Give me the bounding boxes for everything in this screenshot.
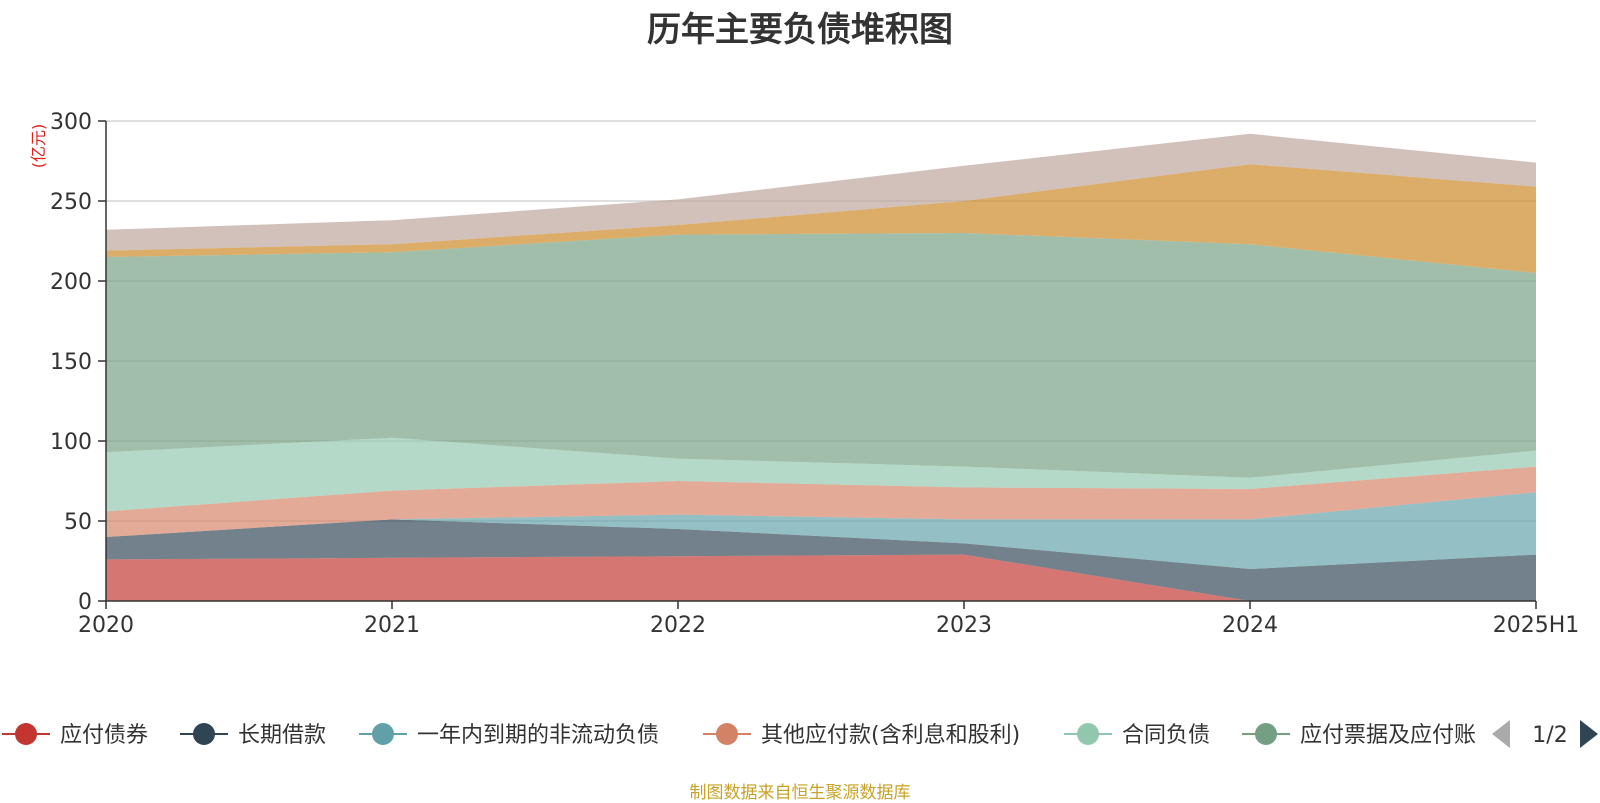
legend[interactable]: 应付债券 长期借款 一年内到期的非流动负债 其他应付款(含利息和股利) 合同负债 应付票据…: [2, 720, 1598, 748]
y-axis-label: (亿元): [29, 124, 48, 169]
x-tick-label: 2022: [650, 613, 706, 638]
legend-label: 合同负债: [1122, 723, 1210, 748]
area-series-2: [106, 492, 1536, 569]
chart-title: 历年主要负债堆积图: [647, 10, 953, 50]
legend-marker-icon: [193, 723, 215, 745]
legend-marker-icon: [1255, 723, 1277, 745]
legend-item[interactable]: 应付票据及应付账: [1242, 723, 1476, 748]
y-tick-label: 50: [64, 510, 92, 535]
source-note: 制图数据来自恒生聚源数据库: [689, 783, 911, 803]
area-series-1: [106, 519, 1536, 601]
legend-marker-icon: [716, 723, 738, 745]
legend-page-indicator: 1/2: [1532, 723, 1567, 748]
x-tick-label: 2024: [1222, 613, 1278, 638]
y-tick-label: 100: [50, 430, 92, 455]
y-tick-label: 200: [50, 270, 92, 295]
area-series-7: [106, 133, 1536, 251]
x-tick-label: 2025H1: [1493, 613, 1580, 638]
legend-label: 长期借款: [238, 723, 326, 748]
area-series: [106, 133, 1536, 601]
area-series-6: [106, 164, 1536, 273]
area-series-5: [106, 233, 1536, 478]
legend-item[interactable]: 长期借款: [180, 723, 326, 748]
legend-item[interactable]: 一年内到期的非流动负债: [359, 723, 659, 748]
legend-marker-icon: [1077, 723, 1099, 745]
x-tick-label: 2020: [78, 613, 134, 638]
area-series-4: [106, 437, 1536, 512]
legend-label: 应付债券: [60, 723, 148, 748]
legend-item[interactable]: 应付债券: [2, 723, 148, 748]
x-tick-label: 2023: [936, 613, 992, 638]
area-series-3: [106, 466, 1536, 537]
y-tick-label: 150: [50, 350, 92, 375]
axes: 0 50 100 150 200 250 300 2020 2021 2022 2023 2024 20…: [29, 110, 1579, 638]
legend-label: 应付票据及应付账: [1300, 723, 1476, 748]
legend-label: 一年内到期的非流动负债: [417, 723, 659, 748]
y-tick-label: 0: [78, 590, 92, 615]
legend-item[interactable]: 其他应付款(含利息和股利): [703, 723, 1020, 748]
x-tick-label: 2021: [364, 613, 420, 638]
legend-marker-icon: [372, 723, 394, 745]
y-tick-label: 250: [50, 190, 92, 215]
legend-prev-page-icon[interactable]: [1492, 720, 1510, 748]
y-tick-label: 300: [50, 110, 92, 135]
legend-item[interactable]: 合同负债: [1064, 723, 1210, 748]
legend-marker-icon: [15, 723, 37, 745]
legend-label: 其他应付款(含利息和股利): [761, 723, 1020, 748]
legend-next-page-icon[interactable]: [1580, 720, 1598, 748]
area-series-0: [106, 554, 1536, 601]
